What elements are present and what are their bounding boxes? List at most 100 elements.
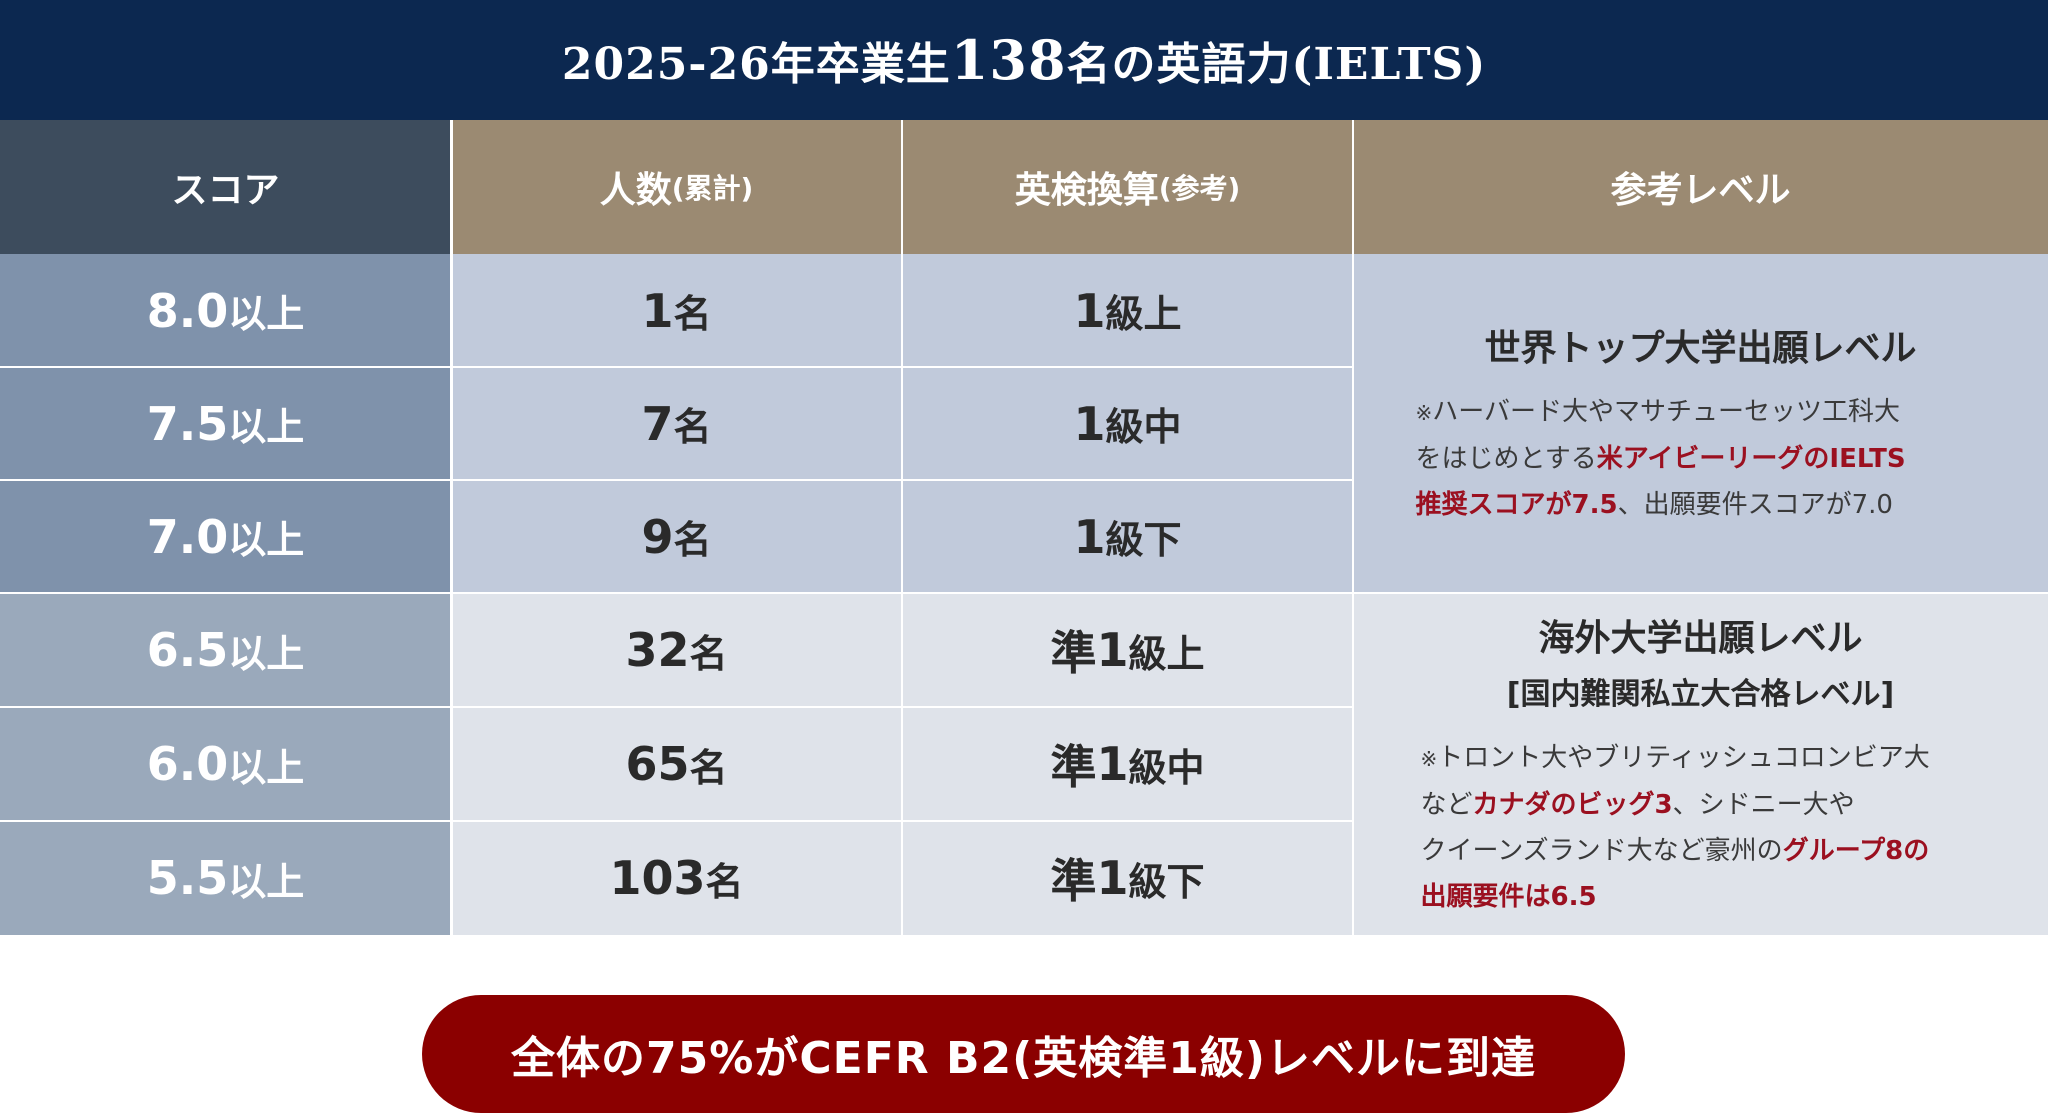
count-value: 7	[641, 396, 674, 451]
col-header-level: 参考レベル	[1353, 120, 2048, 254]
count-cell: 103 名	[451, 821, 902, 935]
score-value: 6.0	[146, 737, 229, 791]
eiken-suffix: 級下	[1105, 518, 1182, 562]
level-overseas-university: 海外大学出願レベル [国内難関私立大合格レベル] ※トロント大やブリティッシュコ…	[1353, 593, 2048, 935]
eiken-cell: 準 1 級下	[902, 821, 1353, 935]
col-header-score: スコア	[0, 120, 451, 254]
score-cell: 5.5 以上	[0, 821, 451, 935]
note-line: 、出願要件スコアが7.0	[1617, 490, 1893, 520]
note-mark: ※	[1420, 746, 1438, 771]
eiken-suffix: 級下	[1128, 859, 1205, 904]
eiken-prefix: 準	[1050, 854, 1097, 908]
level-subtitle: [国内難関私立大合格レベル]	[1506, 676, 1895, 712]
eiken-suffix: 級中	[1105, 405, 1182, 449]
note-line: など	[1420, 789, 1473, 820]
row-divider	[0, 479, 1353, 481]
col-header-eiken-note: (参考)	[1158, 172, 1241, 205]
eiken-grade: 1	[1096, 737, 1129, 791]
count-suffix: 名	[673, 518, 712, 562]
col-header-level-label: 参考レベル	[1610, 170, 1791, 211]
count-value: 65	[625, 737, 690, 791]
eiken-grade: 1	[1096, 623, 1129, 677]
note-line: トロント大やブリティッシュコロンビア大	[1437, 742, 1930, 773]
header-bar: 2025-26年卒業生138名の英語力(IELTS)	[0, 0, 2048, 120]
title-text-a: 2025-26年卒業生	[561, 39, 951, 90]
score-cell: 7.0 以上	[0, 480, 451, 593]
level-title: 海外大学出願レベル	[1538, 617, 1863, 659]
page-title: 2025-26年卒業生138名の英語力(IELTS)	[562, 28, 1486, 92]
count-value: 1	[641, 283, 674, 338]
title-count: 138	[950, 28, 1067, 92]
col-header-eiken-label: 英検換算	[1014, 170, 1159, 211]
column-divider	[901, 120, 903, 935]
count-value: 9	[641, 509, 674, 564]
count-suffix: 名	[673, 292, 712, 336]
count-cell: 65 名	[451, 707, 902, 821]
eiken-prefix: 準	[1050, 740, 1097, 794]
score-cell: 6.5 以上	[0, 593, 451, 707]
score-suffix: 以上	[228, 292, 305, 336]
count-suffix: 名	[673, 405, 712, 449]
score-cell: 7.5 以上	[0, 367, 451, 480]
count-suffix: 名	[705, 859, 744, 904]
note-highlight: 米アイビーリーグのIELTS	[1596, 444, 1906, 474]
row-divider	[0, 706, 1353, 708]
eiken-grade: 1	[1073, 509, 1106, 564]
score-suffix: 以上	[228, 631, 305, 676]
row-divider	[0, 820, 1353, 822]
eiken-suffix: 級上	[1105, 292, 1182, 336]
note-highlight: グループ8の	[1782, 835, 1930, 866]
count-suffix: 名	[689, 745, 728, 790]
score-value: 7.5	[146, 396, 229, 451]
title-text-b: 名の英語力(IELTS)	[1066, 39, 1487, 90]
eiken-cell: 準 1 級上	[902, 593, 1353, 707]
note-highlight: 推奨スコアが7.5	[1415, 490, 1618, 520]
eiken-suffix: 級上	[1128, 631, 1205, 676]
note-mark: ※	[1415, 401, 1433, 425]
count-value: 103	[609, 851, 706, 905]
level-note: ※ハーバード大やマサチューセッツ工科大 をはじめとする米アイビーリーグのIELT…	[1416, 389, 1986, 528]
level-note: ※トロント大やブリティッシュコロンビア大 などカナダのビッグ3、シドニー大や ク…	[1421, 735, 1981, 920]
score-suffix: 以上	[228, 859, 305, 904]
column-divider	[450, 120, 453, 935]
score-cell: 6.0 以上	[0, 707, 451, 821]
summary-banner: 全体の75%がCEFR B2(英検準1級)レベルに到達	[422, 995, 1625, 1113]
score-cell: 8.0 以上	[0, 254, 451, 367]
score-value: 8.0	[146, 283, 229, 338]
eiken-grade: 1	[1073, 396, 1106, 451]
col-header-people: 人数 (累計)	[451, 120, 902, 254]
eiken-cell: 1 級上	[902, 254, 1353, 367]
score-suffix: 以上	[228, 745, 305, 790]
count-cell: 32 名	[451, 593, 902, 707]
count-value: 32	[625, 623, 690, 677]
note-line: クイーンズランド大など豪州の	[1420, 835, 1783, 866]
note-line: 、シドニー大や	[1672, 789, 1855, 820]
eiken-cell: 1 級中	[902, 367, 1353, 480]
note-line: ハーバード大やマサチューセッツ工科大	[1432, 397, 1901, 427]
eiken-cell: 準 1 級中	[902, 707, 1353, 821]
note-line: をはじめとする	[1415, 444, 1597, 474]
eiken-grade: 1	[1096, 851, 1129, 905]
row-divider	[0, 592, 2048, 594]
col-header-eiken: 英検換算 (参考)	[902, 120, 1353, 254]
score-value: 6.5	[146, 623, 229, 677]
col-header-people-label: 人数	[599, 170, 672, 211]
score-suffix: 以上	[228, 405, 305, 449]
column-divider	[1352, 120, 1354, 935]
summary-banner-text: 全体の75%がCEFR B2(英検準1級)レベルに到達	[511, 1033, 1536, 1084]
eiken-cell: 1 級下	[902, 480, 1353, 593]
level-title: 世界トップ大学出願レベル	[1484, 328, 1917, 369]
eiken-prefix: 準	[1050, 626, 1097, 680]
count-suffix: 名	[689, 631, 728, 676]
score-value: 5.5	[146, 851, 229, 905]
col-header-people-note: (累計)	[671, 172, 754, 205]
eiken-grade: 1	[1073, 283, 1106, 338]
eiken-suffix: 級中	[1128, 745, 1205, 790]
row-divider	[0, 366, 1353, 368]
score-value: 7.0	[146, 509, 229, 564]
note-highlight: カナダのビッグ3	[1472, 789, 1673, 820]
